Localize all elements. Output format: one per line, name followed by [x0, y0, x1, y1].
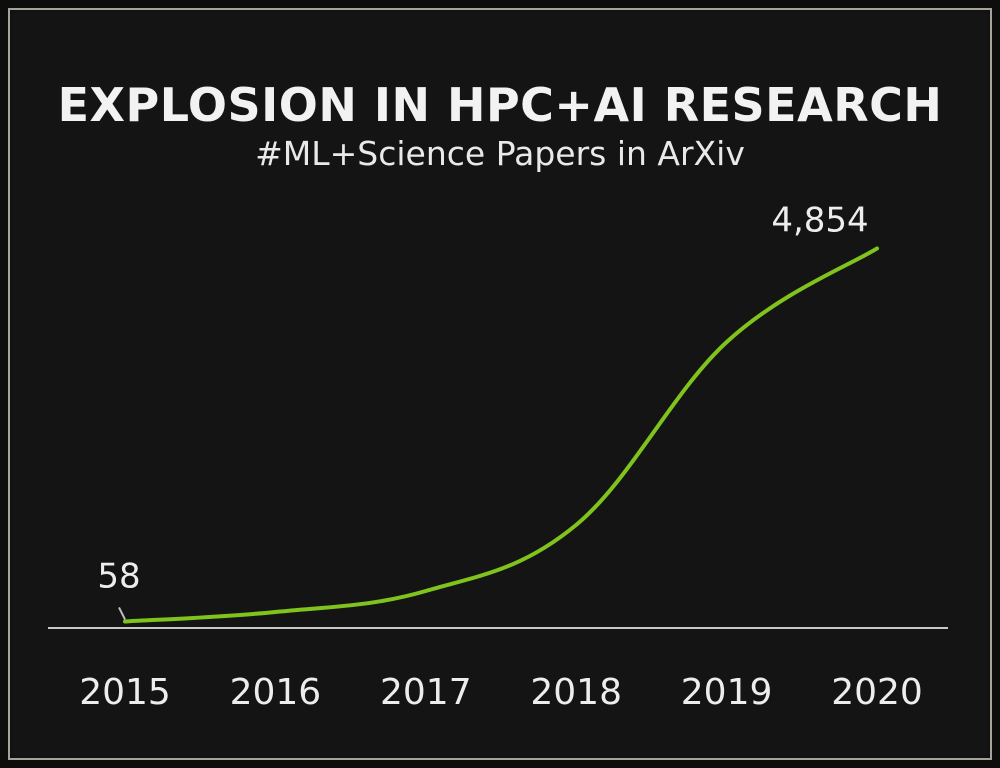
- chart-panel: [8, 8, 992, 760]
- series-line: [123, 246, 879, 624]
- x-tick-label: 2017: [380, 672, 472, 713]
- x-tick-label: 2015: [79, 672, 171, 713]
- data-label: 58: [97, 556, 140, 596]
- x-tick-label: 2020: [831, 672, 923, 713]
- chart-title: EXPLOSION IN HPC+AI RESEARCH: [57, 78, 943, 132]
- x-tick-label: 2018: [530, 672, 622, 713]
- data-label-pointer: [118, 607, 126, 620]
- chart-subtitle: #ML+Science Papers in ArXiv: [255, 134, 745, 173]
- x-tick-label: 2016: [230, 672, 322, 713]
- data-label: 4,854: [771, 200, 868, 240]
- x-tick-label: 2019: [681, 672, 773, 713]
